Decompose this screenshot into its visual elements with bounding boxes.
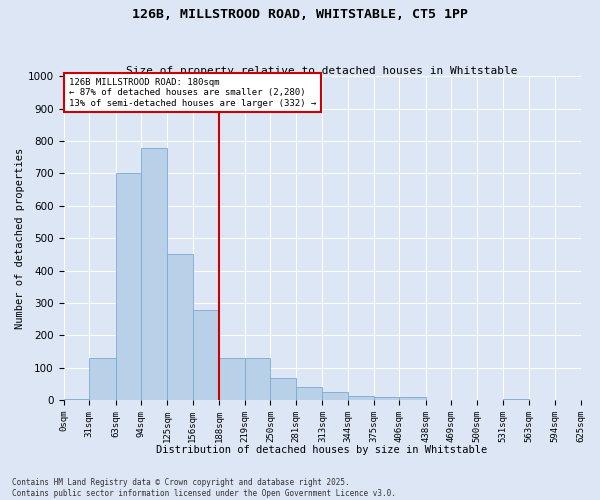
Bar: [116, 174, 142, 400]
Bar: [296, 388, 322, 400]
Bar: [400, 397, 426, 400]
Title: Size of property relative to detached houses in Whitstable: Size of property relative to detached ho…: [127, 66, 518, 76]
Bar: [142, 148, 167, 400]
Bar: [348, 396, 374, 400]
Bar: [245, 358, 271, 400]
Bar: [503, 398, 529, 400]
Bar: [219, 358, 245, 400]
Bar: [322, 392, 348, 400]
Text: 126B MILLSTROOD ROAD: 180sqm
← 87% of detached houses are smaller (2,280)
13% of: 126B MILLSTROOD ROAD: 180sqm ← 87% of de…: [69, 78, 316, 108]
Bar: [64, 398, 89, 400]
X-axis label: Distribution of detached houses by size in Whitstable: Distribution of detached houses by size …: [157, 445, 488, 455]
Y-axis label: Number of detached properties: Number of detached properties: [15, 148, 25, 329]
Bar: [271, 378, 296, 400]
Text: 126B, MILLSTROOD ROAD, WHITSTABLE, CT5 1PP: 126B, MILLSTROOD ROAD, WHITSTABLE, CT5 1…: [132, 8, 468, 20]
Bar: [374, 397, 400, 400]
Bar: [167, 254, 193, 400]
Text: Contains HM Land Registry data © Crown copyright and database right 2025.
Contai: Contains HM Land Registry data © Crown c…: [12, 478, 396, 498]
Bar: [89, 358, 116, 400]
Bar: [193, 310, 219, 400]
